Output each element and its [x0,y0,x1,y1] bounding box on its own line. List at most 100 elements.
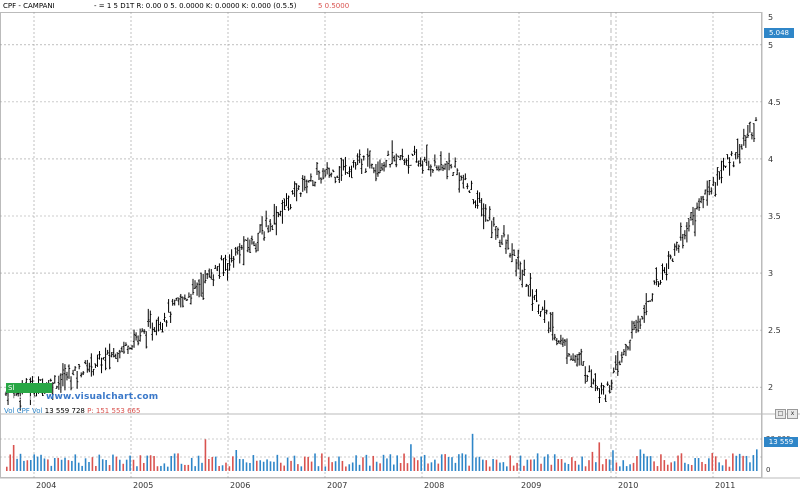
volume-bar [184,464,186,471]
volume-bar [389,454,392,471]
volume-bar [26,460,29,471]
volume-bar [273,461,275,471]
volume-bar [694,457,696,471]
volume-bar [591,451,594,471]
volume-bar [324,466,327,471]
volume-bar [293,455,296,471]
symbol-label[interactable]: CPF - CAMPANI [3,2,55,10]
volume-bar [697,458,700,471]
volume-bar [523,465,525,471]
volume-bar [701,461,703,471]
volume-legend-avg: P: 151 553 665 [87,407,141,415]
volume-bar [16,458,18,471]
volume-bar [488,466,491,471]
volume-bar [242,459,244,471]
volume-bar [485,460,488,471]
volume-bar [204,439,207,471]
volume-bar [129,455,131,471]
volume-bar [6,466,8,471]
volume-bar [735,455,738,471]
volume-bar [221,465,224,471]
volume-bar [235,450,238,471]
volume-bar [238,458,241,471]
last-price-tag: 5.048 [764,28,794,38]
volume-bar [266,459,268,471]
volume-bar [684,462,686,471]
volume-bar [276,454,279,471]
volume-bar [180,463,183,471]
volume-bar [536,453,539,471]
volume-bar [259,460,262,471]
volume-bar [225,462,227,471]
volume-bar [108,465,111,471]
volume-bar [345,466,347,471]
volume-bar [444,454,446,471]
volume-bar [338,456,340,471]
volume-bar [232,456,234,471]
volume-bar [714,456,717,471]
volume-bar [218,465,220,471]
volume-bar [403,453,405,471]
volume-bar [711,453,714,471]
volume-bar [60,459,63,471]
volume-bar [105,459,107,471]
volume-bar [369,465,371,471]
volume-bar [499,462,501,471]
volume-bar [160,465,162,471]
volume-bar [584,466,587,471]
volume-bar [410,444,412,471]
volume-bar [214,456,217,471]
volume-bar [334,461,337,471]
volume-bar [331,462,333,471]
volume-bar [156,466,159,471]
volume-bar [307,456,309,471]
volume-bar [434,459,436,471]
volume-bar [132,459,135,471]
price-axis-label: 3 [768,269,773,278]
volume-bar [475,457,477,471]
volume-tag: 13 559 728 [764,437,798,456]
volume-bar [142,462,145,471]
volume-bar [47,459,49,471]
volume-bar [571,457,573,471]
time-axis-label: 2004 [36,481,56,490]
volume-bar [375,461,378,471]
volume-bar [622,460,625,471]
volume-bar [642,453,645,471]
volume-bar [125,459,128,471]
volume-bar [64,457,66,471]
volume-bar [208,459,210,471]
volume-bar [211,457,214,471]
volume-bar [574,460,577,471]
indicator-tag[interactable]: Sl Operaciones [6,383,52,402]
time-axis-label: 2006 [230,481,250,490]
volume-bar [420,456,422,471]
volume-bar [358,464,361,471]
volume-bar [482,459,484,471]
chart-area[interactable]: 5 4.5 4 3.5 3 2.5 2 5 2004 2005 2006 2007 2008 2009 20… [0,12,800,490]
volume-bar [228,466,231,471]
volume-bar [464,454,467,471]
volume-bar [526,459,529,471]
volume-bar [605,458,607,471]
volume-bar [29,460,32,471]
price-axis-label: 5 [768,41,773,50]
volume-panel-maximize-button[interactable]: □ [775,409,786,419]
volume-bar [632,462,635,471]
volume-bar [653,461,655,471]
volume-bar [509,455,512,471]
volume-bar [119,459,121,471]
volume-bar [540,463,542,471]
volume-bar [153,456,155,471]
volume-bar [512,465,515,471]
volume-bar [423,454,426,471]
volume-legend: Vol CPF Vol 13 559 728 P: 151 553 665 [4,407,140,415]
volume-panel-close-button[interactable]: x [787,409,798,419]
volume-bar [245,462,248,471]
volume-bar [612,450,614,471]
volume-bar [33,454,35,471]
volume-bar [23,460,25,471]
price-chart-svg[interactable]: 5 4.5 4 3.5 3 2.5 2 5 2004 2005 2006 2007 2008 2009 20… [0,12,800,490]
volume-bar [721,465,724,471]
volume-bar [742,455,744,471]
